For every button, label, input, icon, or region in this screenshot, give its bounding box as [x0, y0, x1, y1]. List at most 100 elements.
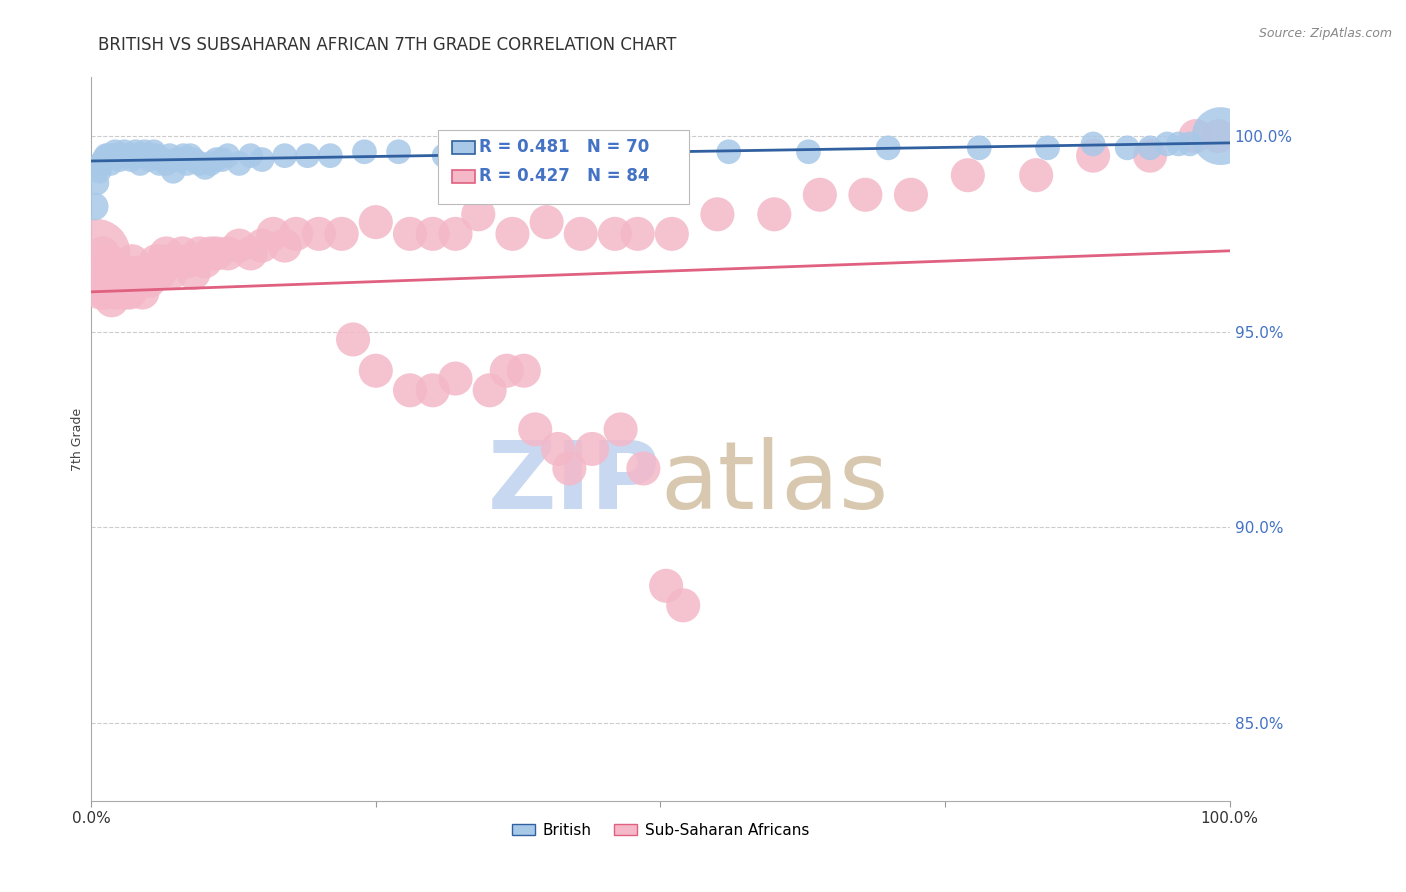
Point — [134, 145, 156, 159]
Point — [110, 285, 132, 300]
Point — [128, 274, 150, 288]
Point — [633, 461, 655, 475]
Point — [422, 384, 444, 398]
Point — [661, 227, 683, 241]
Point — [194, 161, 217, 175]
Text: atlas: atlas — [661, 436, 889, 529]
Point — [262, 227, 284, 241]
Point — [125, 266, 148, 280]
Point — [162, 164, 184, 178]
Point — [104, 145, 127, 159]
Point — [114, 285, 136, 300]
Point — [609, 422, 631, 436]
Point — [141, 148, 163, 162]
Point — [1139, 141, 1161, 155]
Point — [1081, 148, 1104, 162]
Point — [188, 246, 211, 260]
Point — [142, 266, 165, 280]
Point — [169, 153, 191, 167]
Point — [536, 148, 558, 162]
Point — [118, 148, 141, 162]
Point — [808, 187, 831, 202]
Point — [108, 153, 131, 167]
Text: R = 0.481   N = 70: R = 0.481 N = 70 — [479, 138, 650, 156]
Y-axis label: 7th Grade: 7th Grade — [72, 408, 84, 471]
Point — [115, 148, 138, 162]
Point — [228, 156, 250, 170]
Point — [142, 145, 165, 159]
Legend: British, Sub-Saharan Africans: British, Sub-Saharan Africans — [506, 817, 815, 844]
Point — [129, 156, 152, 170]
Point — [94, 148, 117, 162]
Point — [1178, 136, 1201, 151]
Point — [877, 141, 900, 155]
Point — [152, 254, 174, 268]
Point — [285, 227, 308, 241]
Text: ZIP: ZIP — [488, 436, 661, 529]
Point — [172, 148, 194, 162]
Text: Source: ZipAtlas.com: Source: ZipAtlas.com — [1258, 27, 1392, 40]
Point — [179, 148, 201, 162]
Point — [1167, 136, 1189, 151]
Point — [89, 285, 111, 300]
Point — [592, 148, 614, 162]
Point — [569, 227, 592, 241]
Point — [513, 364, 536, 378]
Point — [217, 246, 239, 260]
Point — [239, 246, 262, 260]
Point — [467, 207, 489, 221]
Point — [1081, 136, 1104, 151]
Point — [900, 187, 922, 202]
Point — [131, 148, 153, 162]
Point — [967, 141, 990, 155]
Point — [1036, 141, 1059, 155]
Point — [274, 148, 297, 162]
Point — [217, 148, 239, 162]
Point — [547, 442, 569, 456]
Point — [86, 176, 108, 190]
Point — [330, 227, 353, 241]
Point — [100, 293, 122, 308]
Point — [176, 156, 198, 170]
Point — [250, 238, 273, 252]
Point — [650, 145, 672, 159]
Point — [100, 156, 122, 170]
Point — [1025, 168, 1047, 182]
Point — [138, 274, 160, 288]
Point — [166, 153, 188, 167]
Point — [131, 285, 153, 300]
Point — [399, 384, 422, 398]
Point — [94, 285, 117, 300]
Point — [603, 227, 626, 241]
Point — [166, 254, 188, 268]
Point — [105, 285, 128, 300]
Point — [87, 266, 110, 280]
Point — [239, 148, 262, 162]
Point — [444, 371, 467, 385]
Point — [155, 246, 177, 260]
Point — [1208, 129, 1230, 144]
Point — [364, 215, 387, 229]
Point — [399, 227, 422, 241]
Point — [160, 266, 183, 280]
Point — [364, 364, 387, 378]
Point — [228, 238, 250, 252]
Point — [444, 227, 467, 241]
Point — [536, 215, 558, 229]
Point — [706, 207, 728, 221]
Point — [177, 254, 200, 268]
Point — [478, 145, 501, 159]
Point — [558, 461, 581, 475]
Point — [188, 156, 211, 170]
Point — [138, 153, 160, 167]
Point — [1156, 136, 1178, 151]
Point — [91, 246, 114, 260]
Point — [127, 148, 149, 162]
Point — [1209, 129, 1232, 144]
Point — [200, 156, 222, 170]
Point — [319, 148, 342, 162]
Point — [148, 156, 170, 170]
Point — [89, 164, 111, 178]
Point — [956, 168, 979, 182]
Point — [205, 246, 228, 260]
